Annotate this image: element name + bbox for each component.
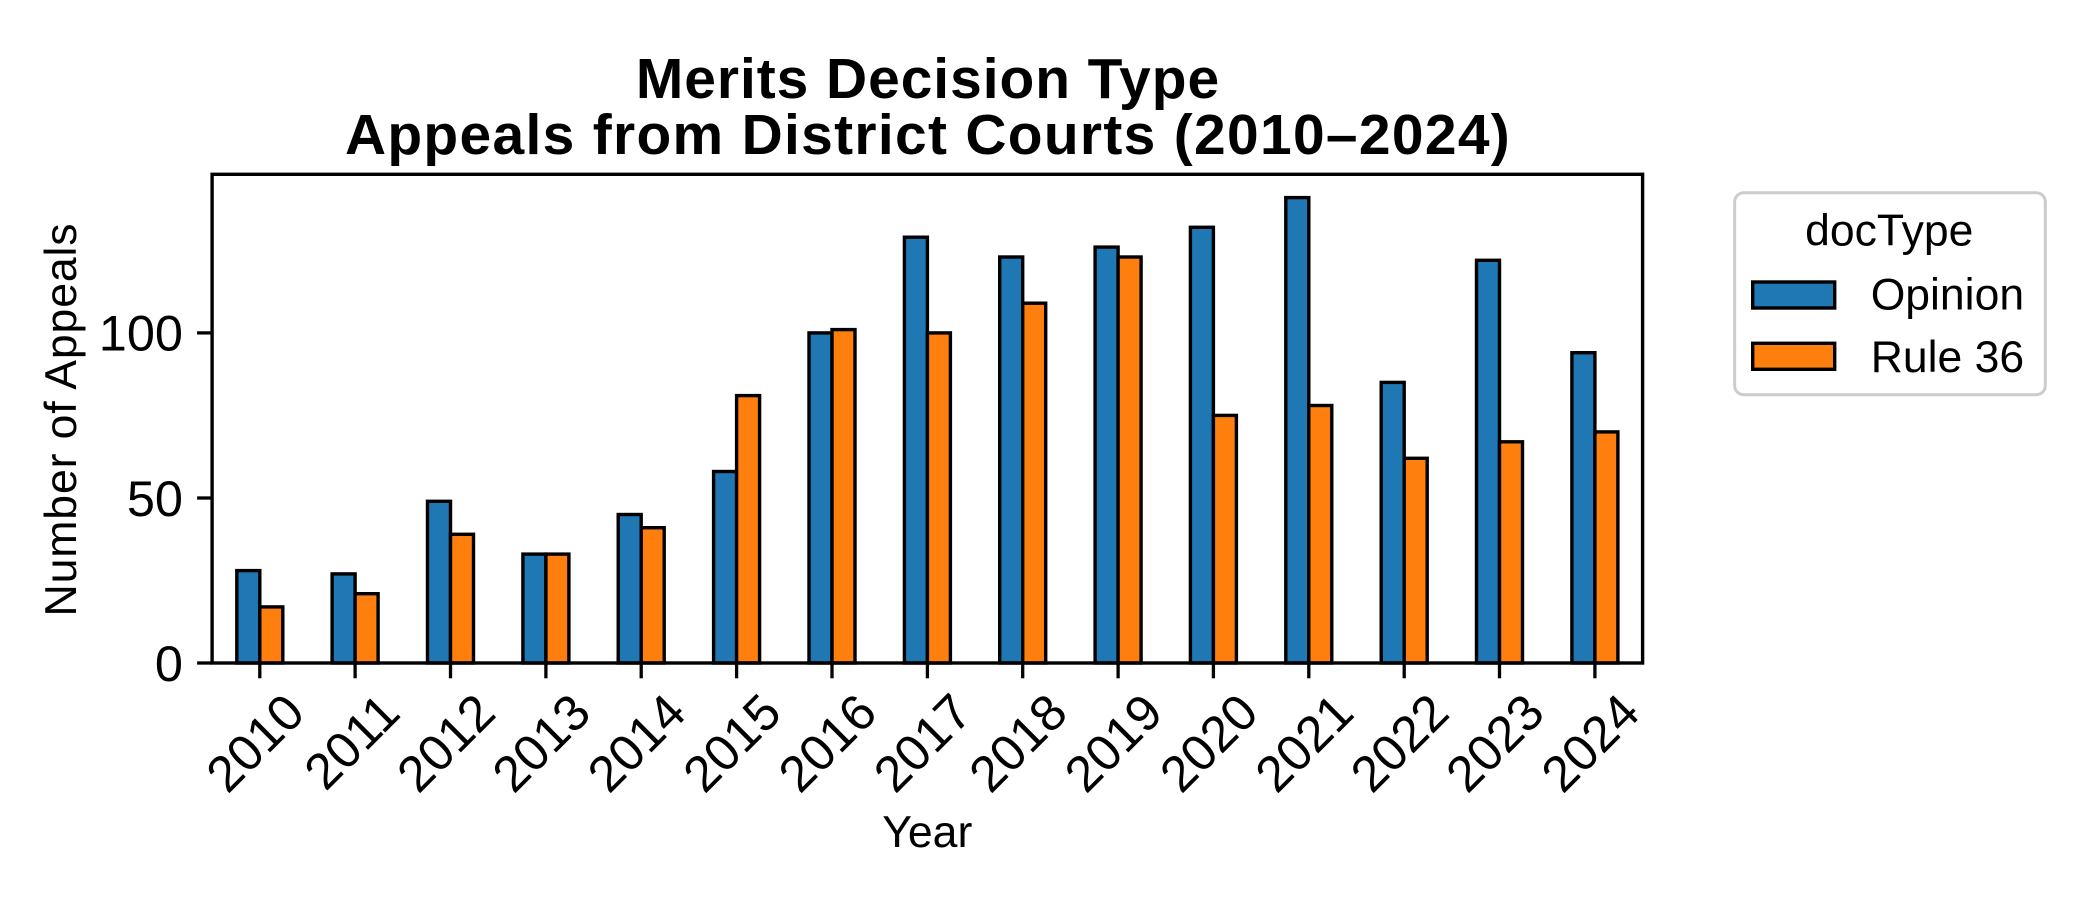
svg-text:Number of Appeals: Number of Appeals — [37, 223, 86, 617]
svg-text:0: 0 — [155, 635, 183, 692]
svg-text:100: 100 — [99, 305, 183, 362]
svg-text:Appeals from District Courts (: Appeals from District Courts (2010–2024) — [345, 103, 1511, 167]
svg-text:Year: Year — [882, 808, 972, 857]
svg-text:50: 50 — [127, 470, 183, 527]
svg-text:docType: docType — [1805, 206, 1973, 255]
svg-text:Merits Decision Type: Merits Decision Type — [636, 47, 1220, 111]
svg-text:Rule 36: Rule 36 — [1871, 333, 2024, 382]
svg-text:Opinion: Opinion — [1871, 270, 2024, 319]
